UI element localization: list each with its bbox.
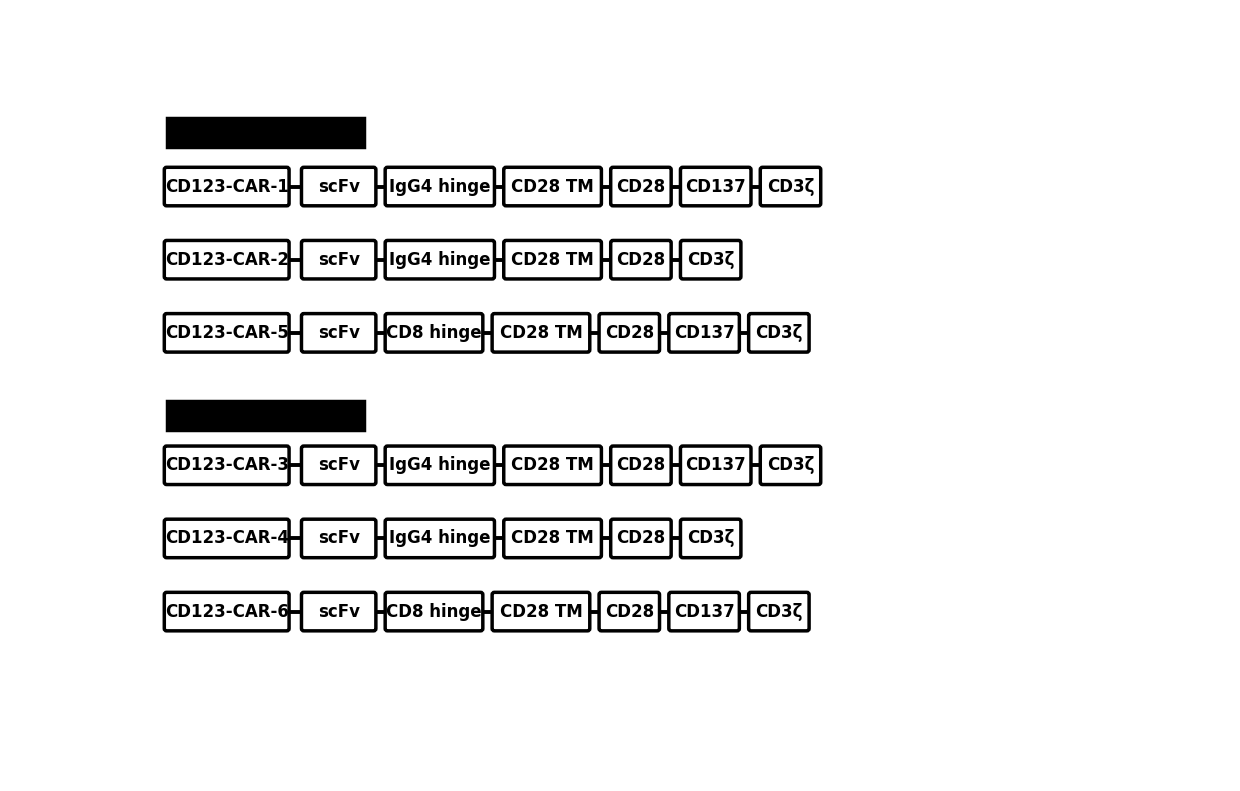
Text: CD137: CD137 bbox=[686, 456, 746, 475]
Text: CD28: CD28 bbox=[616, 177, 666, 195]
Text: CD28: CD28 bbox=[616, 529, 666, 547]
Text: CD3ζ: CD3ζ bbox=[687, 529, 734, 547]
Text: CD28 TM: CD28 TM bbox=[511, 456, 594, 475]
FancyBboxPatch shape bbox=[610, 168, 671, 206]
FancyBboxPatch shape bbox=[503, 519, 601, 558]
Text: IgG4 hinge: IgG4 hinge bbox=[389, 456, 491, 475]
FancyBboxPatch shape bbox=[681, 519, 740, 558]
Text: scFv: scFv bbox=[317, 603, 360, 621]
Text: IgG4 hinge: IgG4 hinge bbox=[389, 251, 491, 269]
FancyBboxPatch shape bbox=[164, 313, 289, 352]
FancyBboxPatch shape bbox=[681, 168, 751, 206]
FancyBboxPatch shape bbox=[599, 313, 660, 352]
FancyBboxPatch shape bbox=[301, 446, 376, 485]
Text: scFv: scFv bbox=[317, 456, 360, 475]
FancyBboxPatch shape bbox=[301, 168, 376, 206]
Text: IgG4 hinge: IgG4 hinge bbox=[389, 529, 491, 547]
FancyBboxPatch shape bbox=[164, 168, 289, 206]
FancyBboxPatch shape bbox=[301, 592, 376, 631]
FancyBboxPatch shape bbox=[749, 592, 808, 631]
FancyBboxPatch shape bbox=[164, 519, 289, 558]
Text: CD28: CD28 bbox=[605, 603, 653, 621]
Text: CD3ζ: CD3ζ bbox=[755, 603, 802, 621]
Text: scFv: scFv bbox=[317, 177, 360, 195]
FancyBboxPatch shape bbox=[668, 313, 739, 352]
FancyBboxPatch shape bbox=[681, 446, 751, 485]
Text: CD3ζ: CD3ζ bbox=[766, 456, 815, 475]
Text: CD28 TM: CD28 TM bbox=[500, 603, 583, 621]
FancyBboxPatch shape bbox=[301, 519, 376, 558]
FancyBboxPatch shape bbox=[681, 240, 740, 279]
FancyBboxPatch shape bbox=[749, 313, 808, 352]
Text: CD3ζ: CD3ζ bbox=[766, 177, 815, 195]
FancyBboxPatch shape bbox=[610, 446, 671, 485]
FancyBboxPatch shape bbox=[301, 313, 376, 352]
FancyBboxPatch shape bbox=[386, 592, 482, 631]
Text: CD3ζ: CD3ζ bbox=[755, 324, 802, 342]
Text: CD28: CD28 bbox=[616, 251, 666, 269]
Text: CD137: CD137 bbox=[673, 603, 734, 621]
FancyBboxPatch shape bbox=[386, 240, 495, 279]
FancyBboxPatch shape bbox=[503, 240, 601, 279]
FancyBboxPatch shape bbox=[503, 446, 601, 485]
FancyBboxPatch shape bbox=[492, 313, 590, 352]
FancyBboxPatch shape bbox=[164, 240, 289, 279]
Text: CD28 TM: CD28 TM bbox=[511, 529, 594, 547]
Text: CD28 TM: CD28 TM bbox=[511, 251, 594, 269]
FancyBboxPatch shape bbox=[301, 240, 376, 279]
Text: scFv: scFv bbox=[317, 251, 360, 269]
FancyBboxPatch shape bbox=[386, 313, 482, 352]
Text: CD123-CAR-2: CD123-CAR-2 bbox=[165, 251, 289, 269]
Text: CD123-CAR-1: CD123-CAR-1 bbox=[165, 177, 289, 195]
Text: CD8 hinge: CD8 hinge bbox=[386, 324, 482, 342]
FancyBboxPatch shape bbox=[610, 240, 671, 279]
Text: CD137: CD137 bbox=[686, 177, 746, 195]
FancyBboxPatch shape bbox=[503, 168, 601, 206]
Text: CD8 hinge: CD8 hinge bbox=[386, 603, 482, 621]
FancyBboxPatch shape bbox=[492, 592, 590, 631]
Text: CD137: CD137 bbox=[673, 324, 734, 342]
Text: CD123-CAR-6: CD123-CAR-6 bbox=[165, 603, 289, 621]
Text: CD28: CD28 bbox=[616, 456, 666, 475]
Text: CD123-CAR-4: CD123-CAR-4 bbox=[165, 529, 289, 547]
Text: CD28 TM: CD28 TM bbox=[500, 324, 583, 342]
Text: CD28 TM: CD28 TM bbox=[511, 177, 594, 195]
Text: CD123-CAR-5: CD123-CAR-5 bbox=[165, 324, 289, 342]
Bar bbox=[166, 118, 365, 147]
Text: CD123-CAR-3: CD123-CAR-3 bbox=[165, 456, 289, 475]
FancyBboxPatch shape bbox=[386, 168, 495, 206]
FancyBboxPatch shape bbox=[386, 446, 495, 485]
Text: scFv: scFv bbox=[317, 324, 360, 342]
Text: IgG4 hinge: IgG4 hinge bbox=[389, 177, 491, 195]
FancyBboxPatch shape bbox=[164, 592, 289, 631]
Text: CD3ζ: CD3ζ bbox=[687, 251, 734, 269]
FancyBboxPatch shape bbox=[760, 446, 821, 485]
FancyBboxPatch shape bbox=[599, 592, 660, 631]
FancyBboxPatch shape bbox=[610, 519, 671, 558]
FancyBboxPatch shape bbox=[760, 168, 821, 206]
FancyBboxPatch shape bbox=[668, 592, 739, 631]
FancyBboxPatch shape bbox=[386, 519, 495, 558]
FancyBboxPatch shape bbox=[164, 446, 289, 485]
Bar bbox=[166, 400, 365, 430]
Text: scFv: scFv bbox=[317, 529, 360, 547]
Text: CD28: CD28 bbox=[605, 324, 653, 342]
